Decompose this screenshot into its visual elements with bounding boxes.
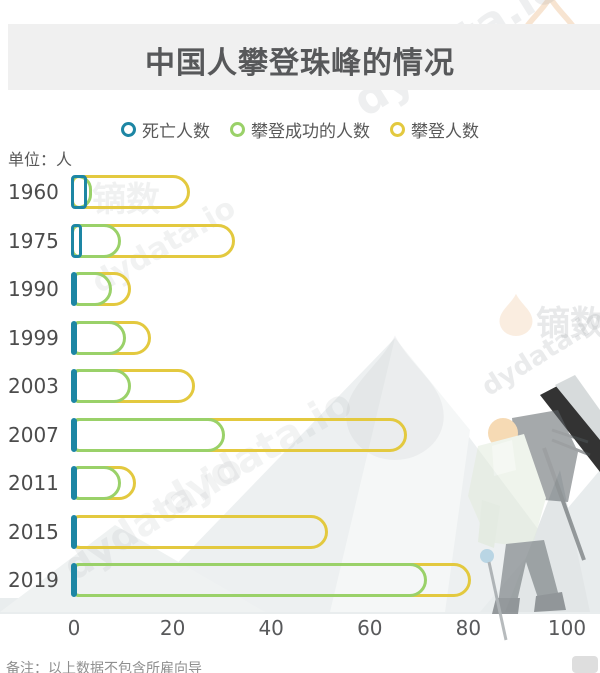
bar-deaths: [71, 272, 77, 306]
chart-row: 2019: [0, 556, 600, 605]
chart-row: 2015: [0, 508, 600, 557]
x-tick-label: 80: [455, 616, 482, 640]
legend-ring-icon: [230, 122, 245, 137]
year-label: 2007: [8, 422, 59, 447]
bar-group: [71, 223, 600, 258]
chart-row: 2003: [0, 362, 600, 411]
year-label: 1999: [8, 325, 59, 350]
x-tick-label: 100: [547, 616, 587, 640]
bar-successful-climbers: [71, 466, 122, 500]
bar-deaths: [71, 369, 77, 403]
legend-label: 攀登人数: [411, 122, 479, 142]
chart-legend: 死亡人数 攀登成功的人数 攀登人数: [0, 117, 600, 142]
chart-row: 2011: [0, 459, 600, 508]
bar-successful-climbers: [71, 320, 127, 355]
legend-ring-icon: [390, 122, 405, 137]
year-label: 2015: [8, 519, 59, 544]
page-title: 中国人攀登珠峰的情况: [145, 46, 455, 81]
bar-group: [71, 369, 600, 403]
legend-item: 死亡人数: [121, 117, 210, 142]
legend-label: 死亡人数: [142, 122, 210, 142]
bar-group: [71, 514, 600, 549]
legend-item: 攀登人数: [390, 117, 479, 142]
year-label: 1960: [8, 180, 59, 204]
chart-row: 1999: [0, 314, 600, 363]
legend-ring-icon: [121, 122, 136, 137]
bar-group: [71, 320, 600, 355]
bar-successful-climbers: [71, 369, 132, 403]
unit-label: 单位：人: [8, 150, 73, 169]
bar-deaths: [71, 223, 82, 258]
bar-deaths: [71, 175, 87, 209]
x-tick-label: 20: [159, 616, 186, 640]
year-label: 1975: [8, 228, 59, 253]
corner-logo-chip: [572, 656, 598, 673]
chart-row: 2007: [0, 411, 600, 460]
chart-row: 1960: [0, 168, 600, 217]
bar-chart-plot: 1960 1975 1990 1999 2003 2007 2011 2015 2019: [0, 168, 600, 605]
bar-deaths: [71, 514, 77, 549]
bar-group: [71, 175, 600, 209]
year-label: 2011: [8, 471, 59, 495]
bar-successful-climbers: [71, 272, 112, 306]
bar-deaths: [71, 320, 77, 355]
bar-deaths: [71, 417, 77, 452]
footnote: 备注：以上数据不包含所雇向导: [6, 661, 202, 673]
bar-group: [71, 272, 600, 306]
bar-group: [71, 417, 600, 452]
legend-label: 攀登成功的人数: [251, 122, 370, 142]
x-tick-label: 0: [67, 616, 81, 640]
title-banner: [8, 24, 600, 90]
flame-watermark-right-icon: [499, 293, 533, 336]
year-label: 2019: [8, 568, 59, 592]
year-label: 2003: [8, 374, 59, 398]
legend-item: 攀登成功的人数: [230, 117, 370, 142]
bar-group: [71, 466, 600, 500]
chart-row: 1975: [0, 217, 600, 266]
bar-deaths: [71, 563, 77, 597]
x-tick-label: 40: [258, 616, 284, 640]
bar-total-climbers: [71, 514, 329, 549]
bar-group: [71, 563, 600, 597]
bar-successful-climbers: [71, 417, 225, 452]
year-label: 1990: [8, 277, 59, 301]
chart-row: 1990: [0, 265, 600, 314]
x-tick-label: 60: [357, 616, 383, 640]
flame-watermark-center-icon: [346, 335, 444, 460]
bar-deaths: [71, 466, 77, 500]
bar-successful-climbers: [71, 563, 428, 597]
x-axis: 0 20 40 60 80 100: [0, 616, 600, 644]
